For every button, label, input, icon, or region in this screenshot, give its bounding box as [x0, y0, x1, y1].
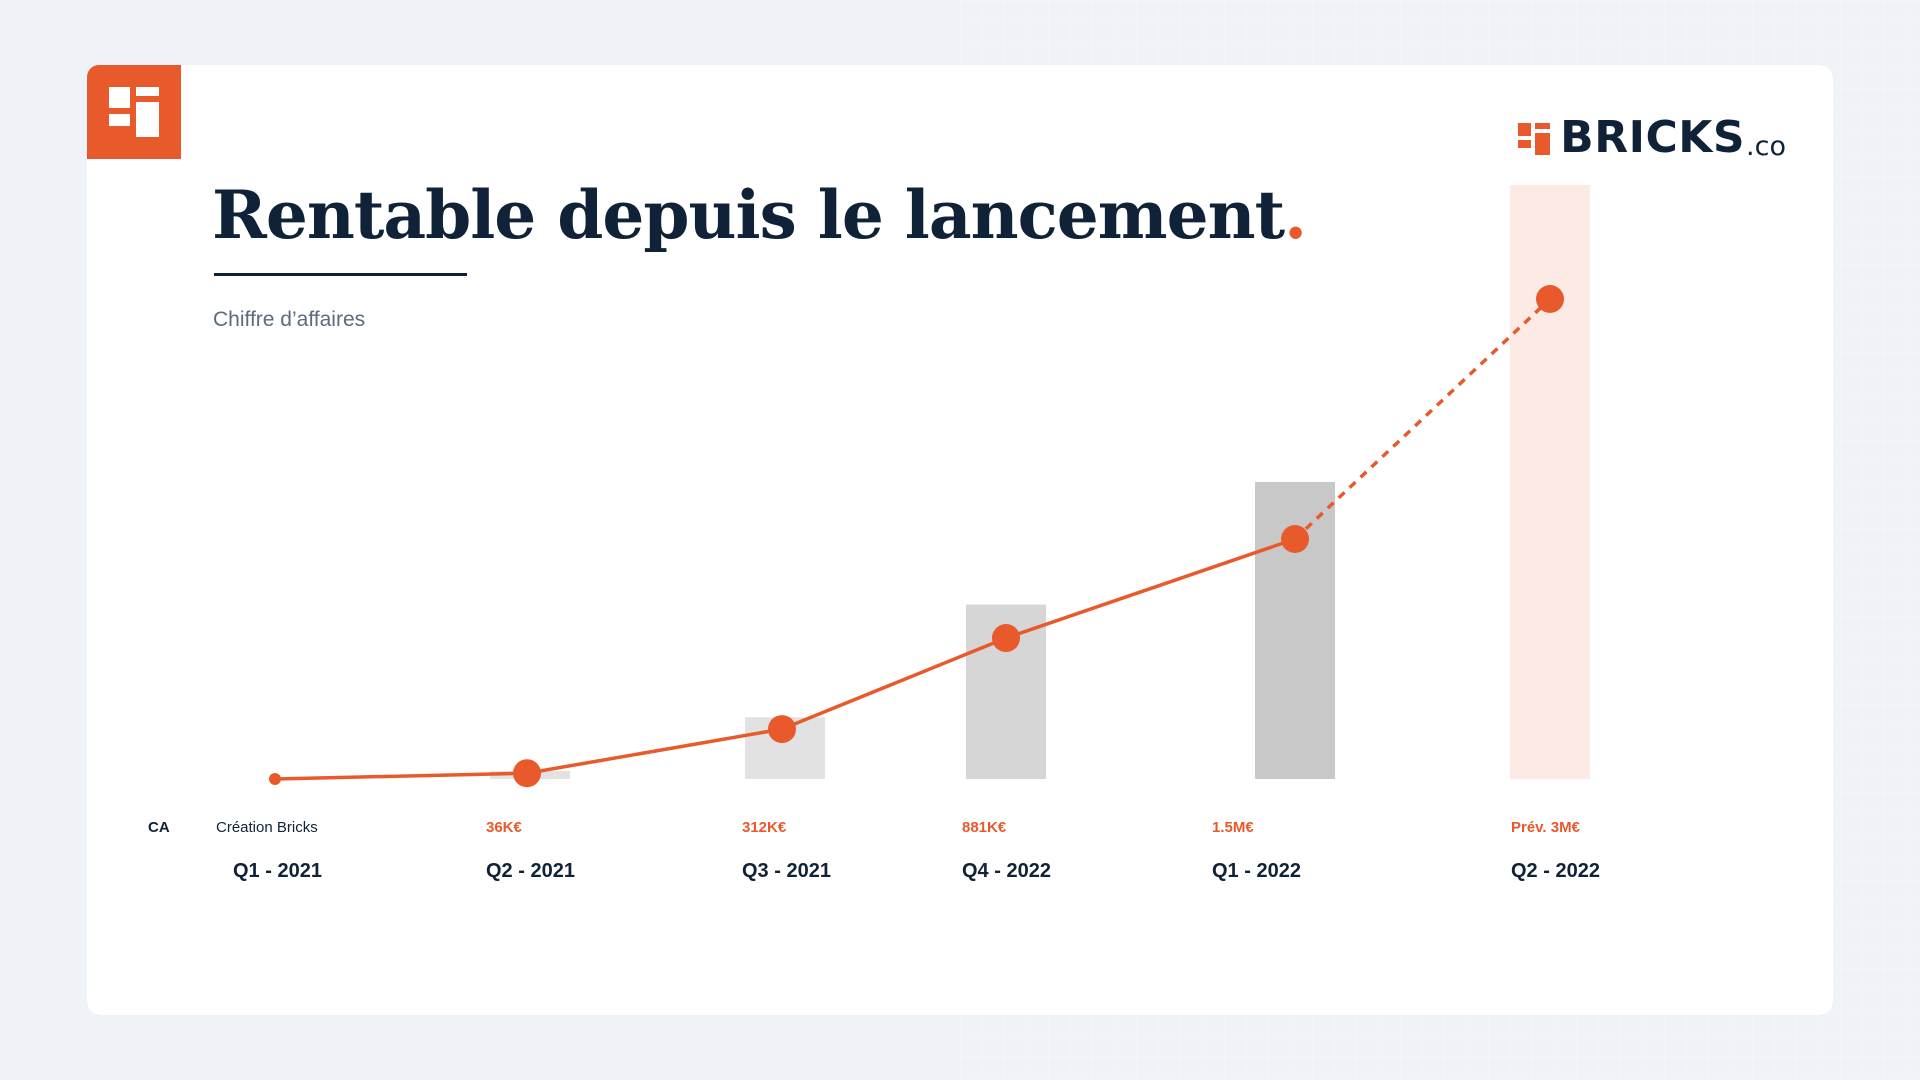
brand-suffix: .co	[1746, 131, 1786, 162]
data-point-6	[1536, 285, 1564, 313]
brand-name: BRICKS	[1560, 112, 1746, 163]
value-label: 881K€	[962, 819, 1007, 836]
category-label: Q2 - 2021	[486, 860, 575, 882]
chart-subtitle: Chiffre d’affaires	[213, 308, 366, 331]
category-label: Q1 - 2021	[233, 860, 322, 882]
data-point-5	[1281, 525, 1309, 553]
data-point-3	[768, 715, 796, 744]
forecast-line	[1293, 297, 1552, 541]
page-title: Rentable depuis le lancement.	[212, 182, 1307, 248]
category-label: Q2 - 2022	[1511, 860, 1600, 882]
value-label: Prév. 3M€	[1511, 819, 1580, 836]
brand-logo: BRICKS .co	[1518, 116, 1786, 160]
bar-6	[1510, 185, 1590, 779]
value-label: Création Bricks	[216, 819, 318, 836]
data-point-4	[992, 624, 1020, 653]
data-point-1	[269, 773, 281, 785]
value-label: 1.5M€	[1212, 819, 1254, 836]
bricks-mark-icon	[109, 87, 159, 137]
corner-logo	[87, 65, 181, 159]
value-label: 312K€	[742, 819, 787, 836]
data-point-2	[513, 759, 541, 788]
category-label: Q4 - 2022	[962, 860, 1051, 882]
category-label: Q3 - 2021	[742, 860, 831, 882]
bricks-logo-icon	[1518, 123, 1551, 155]
title-underline	[214, 273, 467, 276]
category-label: Q1 - 2022	[1212, 860, 1301, 882]
value-label: 36K€	[486, 819, 522, 836]
ca-row-label: CA	[148, 819, 170, 836]
title-accent-dot: .	[1284, 176, 1307, 254]
page-title-text: Rentable depuis le lancement	[212, 176, 1285, 254]
